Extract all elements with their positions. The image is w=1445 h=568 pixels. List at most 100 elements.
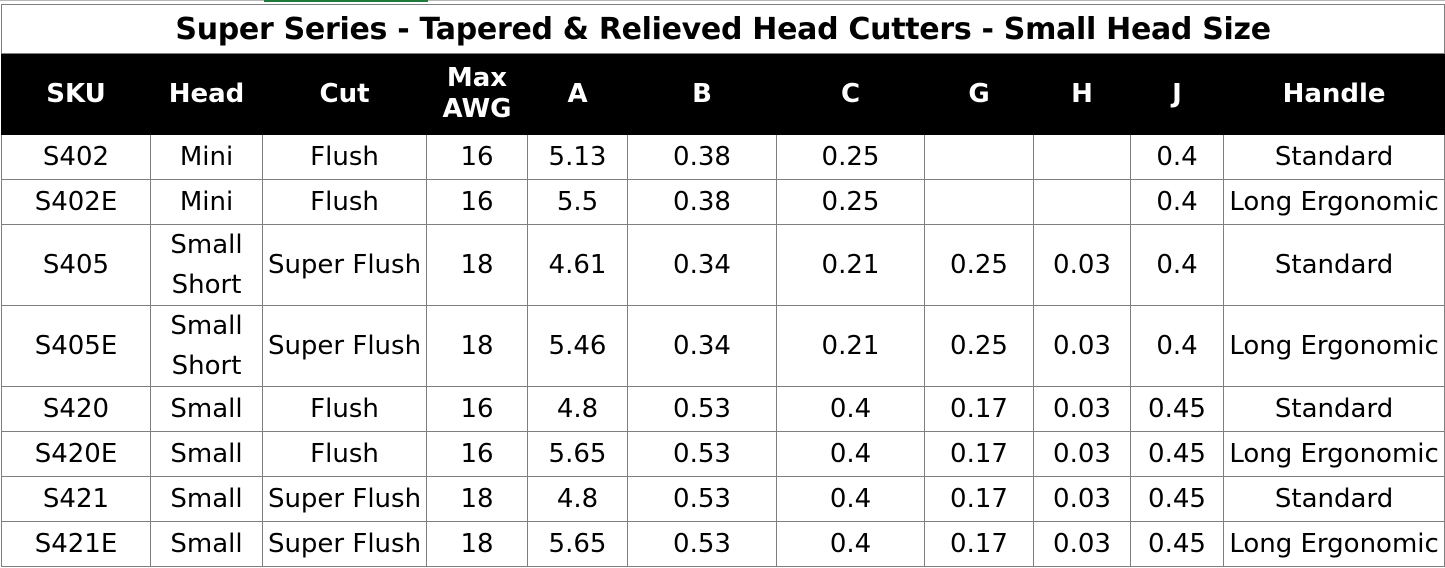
cell-sku[interactable]: S421 [1, 476, 151, 522]
cell-head[interactable]: Small Short [150, 305, 263, 387]
header-j[interactable]: J [1130, 53, 1224, 135]
cell-b[interactable]: 0.34 [627, 305, 777, 387]
cell-max-awg[interactable]: 18 [426, 305, 528, 387]
cell-g[interactable]: 0.17 [924, 476, 1034, 522]
cell-b[interactable]: 0.38 [627, 134, 777, 180]
cell-g[interactable]: 0.25 [924, 305, 1034, 387]
cell-max-awg[interactable]: 18 [426, 521, 528, 567]
cell-max-awg[interactable]: 16 [426, 431, 528, 477]
cell-j[interactable]: 0.4 [1130, 305, 1224, 387]
cell-b[interactable]: 0.34 [627, 224, 777, 306]
cell-a[interactable]: 4.8 [527, 476, 628, 522]
cell-head[interactable]: Small [150, 386, 263, 432]
cell-a[interactable]: 4.61 [527, 224, 628, 306]
cell-handle[interactable]: Standard [1222, 224, 1445, 306]
cell-c[interactable]: 0.25 [776, 134, 925, 180]
cell-handle[interactable]: Long Ergonomic [1222, 521, 1445, 567]
cell-max-awg[interactable]: 18 [426, 224, 528, 306]
cell-g[interactable]: 0.25 [924, 224, 1034, 306]
cell-cut[interactable]: Super Flush [262, 224, 427, 306]
cell-j[interactable]: 0.45 [1130, 476, 1224, 522]
cell-sku[interactable]: S420E [1, 431, 151, 477]
cell-head[interactable]: Mini [150, 179, 263, 225]
cell-c[interactable]: 0.25 [776, 179, 925, 225]
cell-cut[interactable]: Flush [262, 431, 427, 477]
header-handle[interactable]: Handle [1222, 53, 1445, 135]
cell-cut[interactable]: Super Flush [262, 305, 427, 387]
cell-g[interactable]: 0.17 [924, 386, 1034, 432]
cell-j[interactable]: 0.4 [1130, 134, 1224, 180]
header-h[interactable]: H [1033, 53, 1131, 135]
cell-h[interactable]: 0.03 [1033, 305, 1131, 387]
cell-a[interactable]: 5.13 [527, 134, 628, 180]
cell-max-awg[interactable]: 16 [426, 179, 528, 225]
cell-h[interactable]: 0.03 [1033, 521, 1131, 567]
cell-sku[interactable]: S405 [1, 224, 151, 306]
cell-handle[interactable]: Long Ergonomic [1222, 305, 1445, 387]
cell-head[interactable]: Small [150, 431, 263, 477]
cell-sku[interactable]: S421E [1, 521, 151, 567]
cell-c[interactable]: 0.4 [776, 386, 925, 432]
header-max-awg[interactable]: Max AWG [426, 53, 528, 135]
header-a[interactable]: A [527, 53, 628, 135]
cell-c[interactable]: 0.4 [776, 476, 925, 522]
cell-cut[interactable]: Flush [262, 386, 427, 432]
cell-a[interactable]: 5.65 [527, 521, 628, 567]
cell-head[interactable]: Small Short [150, 224, 263, 306]
cell-j[interactable]: 0.45 [1130, 431, 1224, 477]
cell-a[interactable]: 5.65 [527, 431, 628, 477]
cell-h[interactable]: 0.03 [1033, 386, 1131, 432]
header-cut[interactable]: Cut [262, 53, 427, 135]
cell-c[interactable]: 0.4 [776, 431, 925, 477]
cell-a[interactable]: 5.46 [527, 305, 628, 387]
cell-h[interactable] [1033, 179, 1131, 225]
cell-b[interactable]: 0.38 [627, 179, 777, 225]
cell-h[interactable]: 0.03 [1033, 476, 1131, 522]
cell-handle[interactable]: Standard [1222, 134, 1445, 180]
cell-g[interactable]: 0.17 [924, 521, 1034, 567]
header-c[interactable]: C [776, 53, 925, 135]
cell-a[interactable]: 5.5 [527, 179, 628, 225]
cell-b[interactable]: 0.53 [627, 386, 777, 432]
cell-head[interactable]: Small [150, 476, 263, 522]
cell-a[interactable]: 4.8 [527, 386, 628, 432]
cell-cut[interactable]: Super Flush [262, 521, 427, 567]
table-title[interactable]: Super Series - Tapered & Relieved Head C… [0, 4, 1445, 54]
cell-handle[interactable]: Standard [1222, 386, 1445, 432]
cell-g[interactable] [924, 134, 1034, 180]
header-sku[interactable]: SKU [1, 53, 151, 135]
cell-head[interactable]: Mini [150, 134, 263, 180]
cell-handle[interactable]: Long Ergonomic [1222, 431, 1445, 477]
cell-max-awg[interactable]: 18 [426, 476, 528, 522]
cell-sku[interactable]: S420 [1, 386, 151, 432]
cell-c[interactable]: 0.21 [776, 224, 925, 306]
header-g[interactable]: G [924, 53, 1034, 135]
cell-sku[interactable]: S402 [1, 134, 151, 180]
cell-cut[interactable]: Super Flush [262, 476, 427, 522]
cell-cut[interactable]: Flush [262, 134, 427, 180]
cell-g[interactable] [924, 179, 1034, 225]
cell-b[interactable]: 0.53 [627, 431, 777, 477]
cell-j[interactable]: 0.4 [1130, 224, 1224, 306]
header-b[interactable]: B [627, 53, 777, 135]
cell-c[interactable]: 0.21 [776, 305, 925, 387]
cell-j[interactable]: 0.45 [1130, 521, 1224, 567]
cell-sku[interactable]: S405E [1, 305, 151, 387]
cell-c[interactable]: 0.4 [776, 521, 925, 567]
cell-h[interactable]: 0.03 [1033, 431, 1131, 477]
header-head[interactable]: Head [150, 53, 263, 135]
cell-b[interactable]: 0.53 [627, 476, 777, 522]
cell-head[interactable]: Small [150, 521, 263, 567]
cell-h[interactable]: 0.03 [1033, 224, 1131, 306]
cell-j[interactable]: 0.45 [1130, 386, 1224, 432]
cell-handle[interactable]: Long Ergonomic [1222, 179, 1445, 225]
cell-g[interactable]: 0.17 [924, 431, 1034, 477]
cell-b[interactable]: 0.53 [627, 521, 777, 567]
cell-j[interactable]: 0.4 [1130, 179, 1224, 225]
cell-max-awg[interactable]: 16 [426, 386, 528, 432]
cell-sku[interactable]: S402E [1, 179, 151, 225]
cell-h[interactable] [1033, 134, 1131, 180]
cell-cut[interactable]: Flush [262, 179, 427, 225]
cell-handle[interactable]: Standard [1222, 476, 1445, 522]
cell-max-awg[interactable]: 16 [426, 134, 528, 180]
